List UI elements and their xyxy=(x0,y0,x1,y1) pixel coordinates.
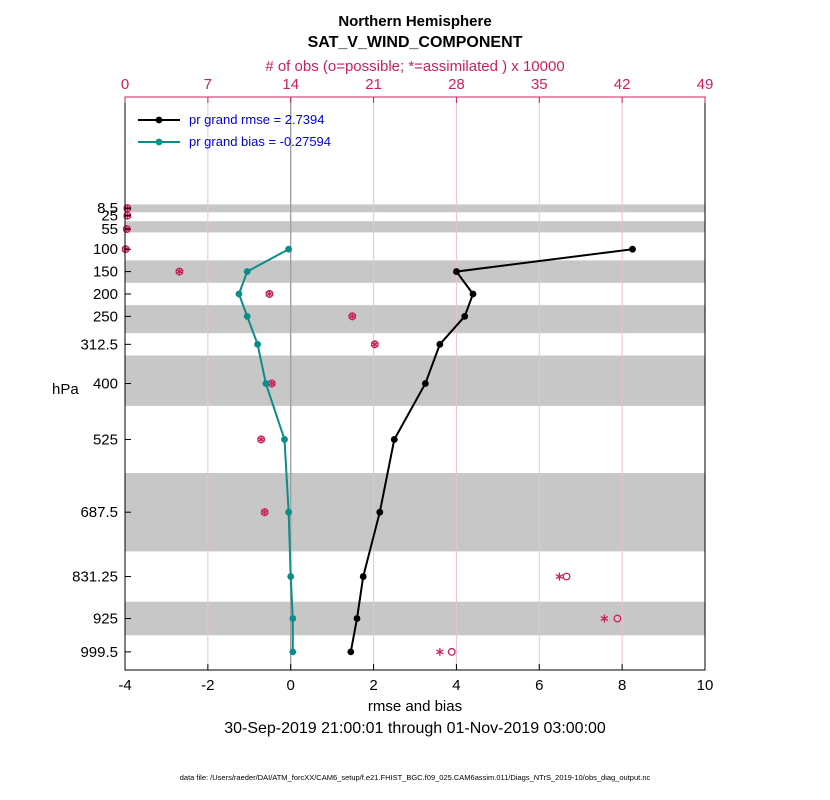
svg-text:7: 7 xyxy=(204,76,212,93)
svg-text:525: 525 xyxy=(93,431,118,448)
top-axis-label: # of obs (o=possible; *=assimilated ) x … xyxy=(265,58,565,75)
svg-text:687.5: 687.5 xyxy=(80,504,118,521)
legend-label: pr grand rmse = 2.7394 xyxy=(189,112,325,127)
svg-text:8: 8 xyxy=(618,677,626,694)
svg-text:8.5: 8.5 xyxy=(97,200,118,217)
timespan-label: 30-Sep-2019 21:00:01 through 01-Nov-2019… xyxy=(224,720,606,737)
svg-text:0: 0 xyxy=(287,677,295,694)
svg-text:100: 100 xyxy=(93,241,118,258)
svg-text:49: 49 xyxy=(697,76,714,93)
svg-text:14: 14 xyxy=(282,76,299,93)
svg-text:10: 10 xyxy=(697,677,714,694)
svg-text:250: 250 xyxy=(93,308,118,325)
svg-text:999.5: 999.5 xyxy=(80,644,118,661)
svg-text:0: 0 xyxy=(121,76,129,93)
y-axis-label: hPa xyxy=(52,381,79,398)
svg-text:35: 35 xyxy=(531,76,548,93)
legend-entry-rmse: pr grand rmse = 2.7394 xyxy=(136,112,331,127)
svg-text:25: 25 xyxy=(101,208,118,225)
svg-text:21: 21 xyxy=(365,76,382,93)
svg-text:312.5: 312.5 xyxy=(80,336,118,353)
data-file-path: data file: /Users/raeder/DAI/ATM_forcXX/… xyxy=(179,773,651,782)
svg-text:-2: -2 xyxy=(201,677,214,694)
svg-text:400: 400 xyxy=(93,376,118,393)
legend-line-sample xyxy=(138,138,180,145)
svg-text:200: 200 xyxy=(93,286,118,303)
svg-text:42: 42 xyxy=(614,76,631,93)
svg-text:-4: -4 xyxy=(118,677,131,694)
rmse-line xyxy=(347,245,636,656)
legend-line-sample xyxy=(138,116,180,123)
svg-text:4: 4 xyxy=(452,677,460,694)
svg-text:28: 28 xyxy=(448,76,465,93)
svg-text:150: 150 xyxy=(93,264,118,281)
svg-text:831.25: 831.25 xyxy=(72,569,118,586)
svg-text:6: 6 xyxy=(535,677,543,694)
bias-line xyxy=(235,245,297,656)
legend: pr grand rmse = 2.7394 pr grand bias = -0… xyxy=(136,112,331,149)
chart-subtitle: SAT_V_WIND_COMPONENT xyxy=(307,34,523,51)
axes: -4 -2 0 2 4 6 8 100 7 14 21 28 35 42 498.5255510015020… xyxy=(72,76,713,694)
chart-title: Northern Hemisphere xyxy=(338,13,492,30)
legend-label: pr grand bias = -0.27594 xyxy=(189,134,332,149)
svg-text:55: 55 xyxy=(101,221,118,238)
shaded-bands xyxy=(125,204,705,636)
svg-text:2: 2 xyxy=(369,677,377,694)
svg-text:925: 925 xyxy=(93,611,118,628)
x-axis-label: rmse and bias xyxy=(367,698,463,715)
legend-entry-bias: pr grand bias = -0.27594 xyxy=(136,134,331,149)
